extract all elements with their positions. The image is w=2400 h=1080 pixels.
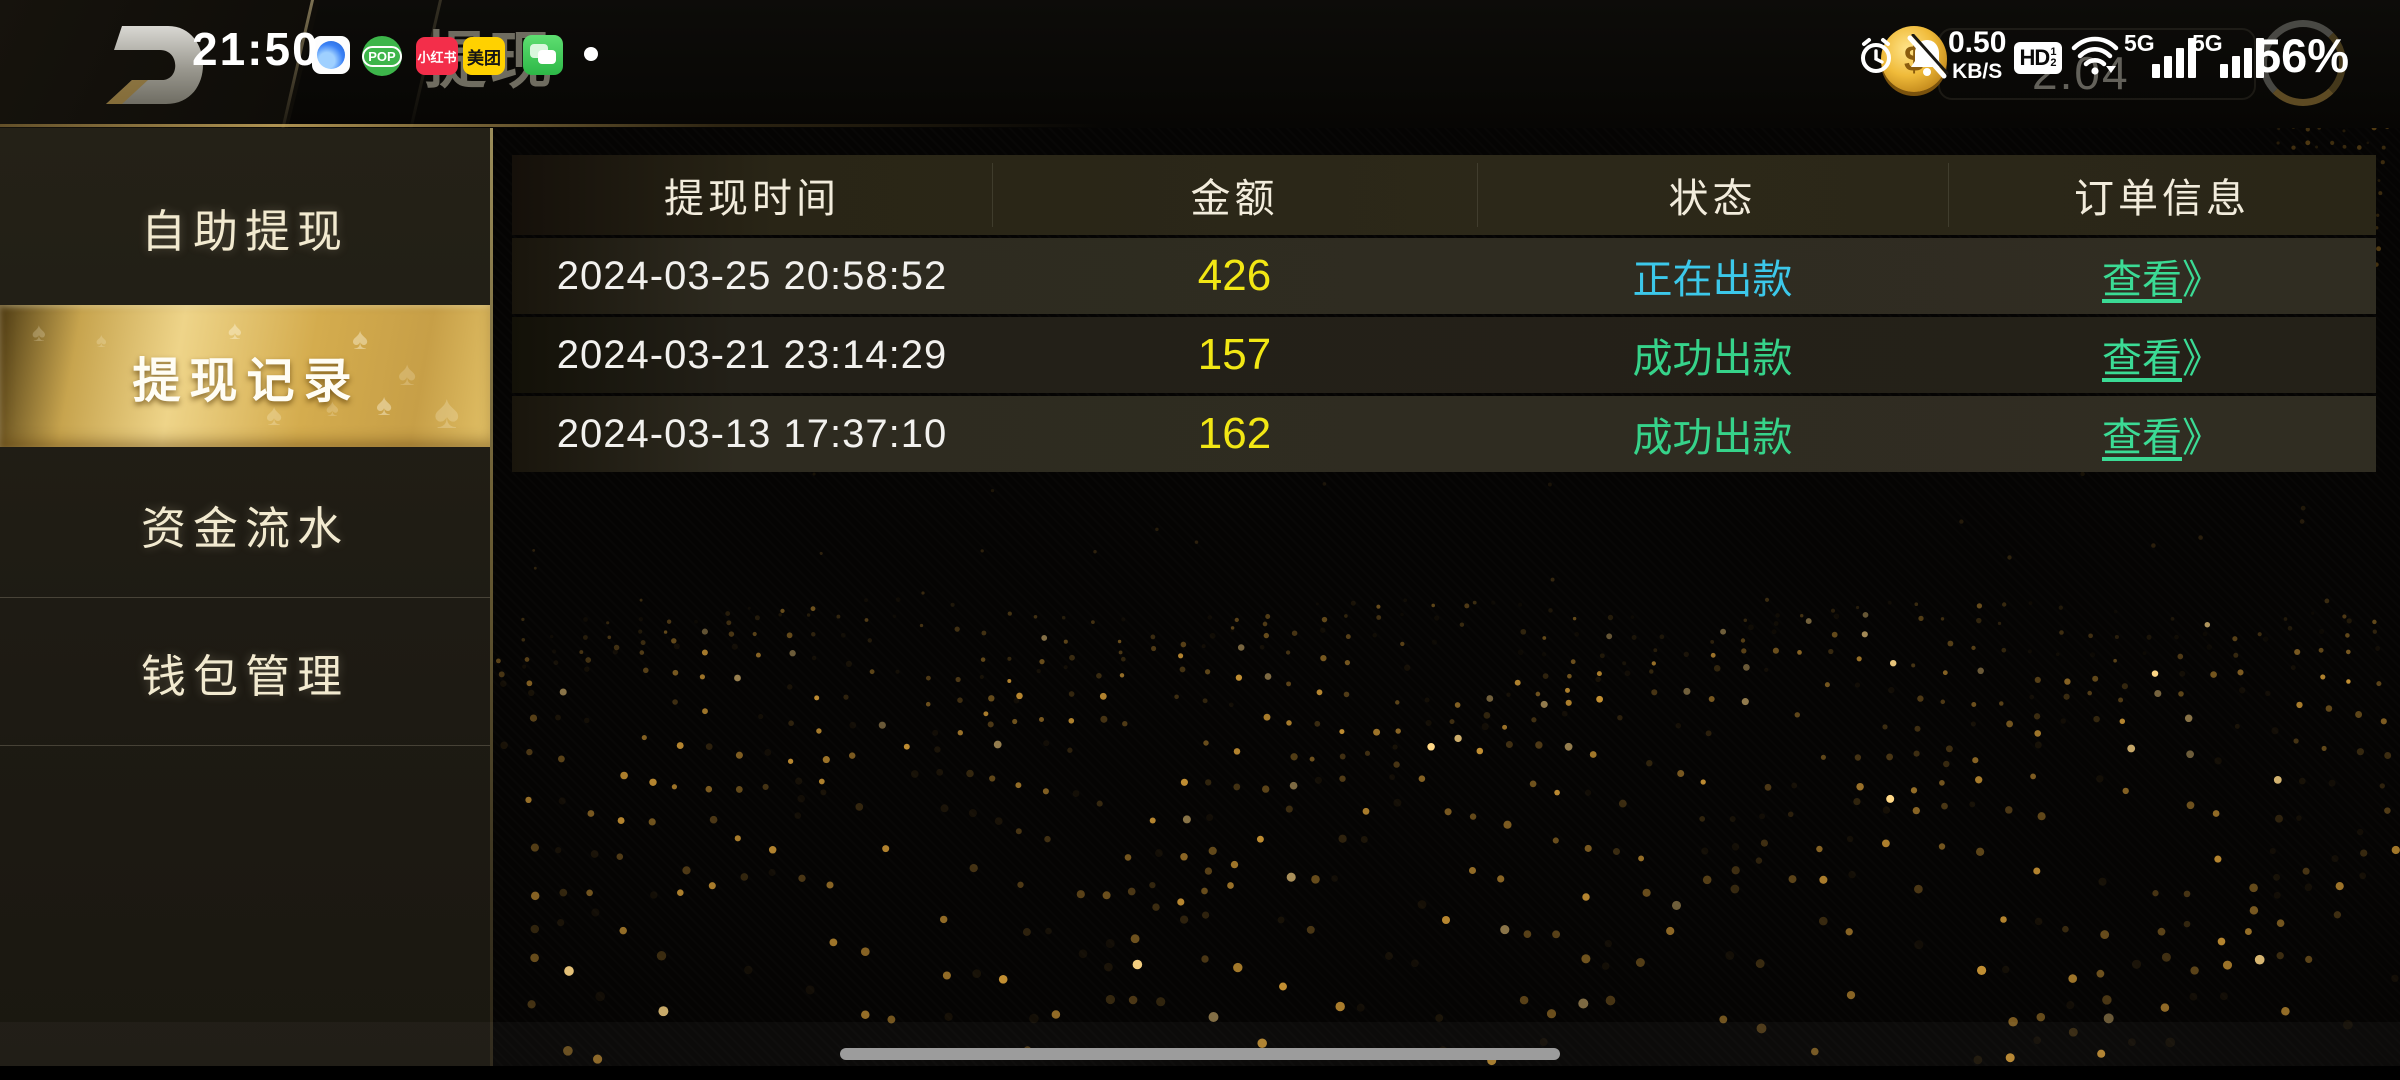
sidebar-item-label: 提现记录 <box>132 355 361 408</box>
sidebar-item-fund-flow[interactable]: 资金流水 <box>140 502 349 554</box>
meituan-app-icon: 美团 <box>463 37 505 75</box>
view-order-link[interactable]: 查看》 <box>1948 238 2376 314</box>
signal-5g-label: 5G <box>2192 30 2223 56</box>
network-speed: 0.50 KB/S <box>1948 26 2007 83</box>
cell-status: 正在出款 <box>1632 258 1793 302</box>
column-header-status: 状态 <box>1668 177 1757 221</box>
signal-5g-label: 5G <box>2124 30 2155 56</box>
sidebar-divider <box>0 745 490 746</box>
bottom-black-edge <box>0 1066 2400 1080</box>
pop-label: POP <box>362 45 402 67</box>
cell-amount: 426 <box>1197 251 1272 300</box>
meituan-label: 美团 <box>467 48 501 68</box>
cell-status: 成功出款 <box>1632 337 1793 381</box>
cell-withdraw-time: 2024-03-13 17:37:10 <box>556 411 948 456</box>
notification-dot <box>584 47 598 61</box>
sidebar-divider <box>0 597 490 598</box>
xiaohongshu-app-icon: 小红书 <box>416 37 458 75</box>
view-label: 查看 <box>2102 258 2182 302</box>
mute-bell-icon <box>1907 34 1949 79</box>
chevrons-right-icon: 》 <box>2182 258 2222 302</box>
table-row: 2024-03-25 20:58:52 426 正在出款 查看》 <box>512 238 2376 314</box>
messages-app-icon <box>523 35 563 75</box>
header-divider <box>1948 163 1949 227</box>
browser-app-icon <box>312 36 350 74</box>
header-divider <box>1477 163 1478 227</box>
hd-sim2: 2 <box>2050 57 2057 69</box>
view-order-link[interactable]: 查看》 <box>1948 396 2376 472</box>
cell-status: 成功出款 <box>1632 416 1793 460</box>
battery-percentage: 56% <box>2255 29 2350 82</box>
view-order-link[interactable]: 查看》 <box>1948 317 2376 393</box>
sidebar-item-withdraw-records-selected[interactable]: ♠ ♠ ♠ ♠ ♠ ♠ ♠ ♠ ♠ 提现记录 <box>0 305 493 447</box>
chevrons-right-icon: 》 <box>2182 416 2222 460</box>
header-divider <box>992 163 993 227</box>
sidebar-item-wallet-manage[interactable]: 钱包管理 <box>140 650 349 702</box>
wifi-dropdown-arrow <box>2106 66 2116 73</box>
alarm-clock-icon <box>1861 38 1891 73</box>
table-header-row: 提现时间 金额 状态 订单信息 <box>512 155 2376 235</box>
table-row: 2024-03-21 23:14:29 157 成功出款 查看》 <box>512 317 2376 393</box>
network-speed-unit: KB/S <box>1952 60 2003 83</box>
header-gold-underline <box>0 124 1100 127</box>
home-indicator-bar[interactable] <box>840 1048 1560 1060</box>
network-speed-value: 0.50 <box>1948 26 2007 59</box>
wifi-icon <box>2071 36 2119 75</box>
signal-sim2-icon: 5G <box>2192 30 2264 78</box>
withdraw-records-table: 提现时间 金额 状态 订单信息 2024-03-25 20:58:52 426 … <box>512 155 2376 472</box>
view-label: 查看 <box>2102 416 2182 460</box>
view-label: 查看 <box>2102 337 2182 381</box>
hd-label: HD <box>2019 45 2051 70</box>
column-header-amount: 金额 <box>1190 177 1279 221</box>
pop-app-icon: POP <box>362 36 402 76</box>
sidebar: 自助提现 ♠ ♠ ♠ ♠ ♠ ♠ ♠ ♠ ♠ 提现记录 资金流水 钱包管理 <box>0 128 493 1080</box>
cell-withdraw-time: 2024-03-25 20:58:52 <box>556 253 948 298</box>
header-diagonal-panel <box>0 0 320 128</box>
status-time: 21:50 <box>192 23 320 75</box>
top-header-band: 提现 21:50 POP 小红书 美团 2.04 $ 0.50 KB/S HD … <box>0 0 2400 139</box>
table-row: 2024-03-13 17:37:10 162 成功出款 查看》 <box>512 396 2376 472</box>
sidebar-item-self-withdraw[interactable]: 自助提现 <box>140 205 349 257</box>
chat-bubble-front <box>538 50 556 64</box>
column-header-time: 提现时间 <box>664 177 840 221</box>
signal-sim1-icon: 5G <box>2124 30 2196 78</box>
hd-sim1: 1 <box>2050 46 2057 58</box>
chevrons-right-icon: 》 <box>2182 337 2222 381</box>
app-logo-d <box>106 26 203 104</box>
column-header-order-info: 订单信息 <box>2074 177 2250 221</box>
cell-withdraw-time: 2024-03-21 23:14:29 <box>556 332 948 377</box>
globe-icon <box>317 41 345 69</box>
cell-amount: 157 <box>1197 330 1272 379</box>
xiaohongshu-label: 小红书 <box>417 49 457 65</box>
cell-amount: 162 <box>1197 409 1272 458</box>
